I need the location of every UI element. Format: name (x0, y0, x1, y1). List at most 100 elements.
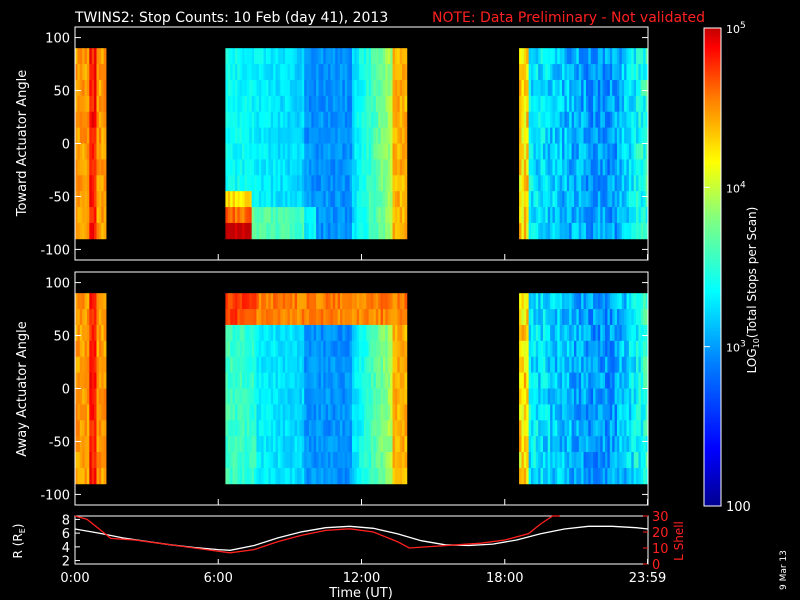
heatmap-cell (399, 127, 403, 144)
heatmap-cell (585, 222, 589, 240)
heatmap-cell (325, 436, 329, 453)
heatmap-cell (621, 404, 625, 421)
heatmap-cell (234, 207, 238, 224)
heatmap-cell (249, 143, 253, 160)
heatmap-cell (351, 191, 355, 208)
heatmap-cell (576, 436, 580, 453)
heatmap-cell (277, 95, 281, 113)
heatmap-cell (366, 143, 370, 160)
heatmap-cell (571, 467, 575, 485)
heatmap-cell (588, 191, 592, 208)
heatmap-cell (394, 467, 398, 485)
heatmap-cell (84, 175, 88, 192)
heatmap-cell (566, 388, 570, 405)
heatmap-cell (335, 388, 339, 405)
heatmap-cell (385, 207, 389, 224)
heatmap-cell (263, 309, 267, 326)
heatmap-cell (75, 356, 78, 374)
heatmap-cell (554, 64, 558, 81)
heatmap-cell (640, 324, 644, 342)
heatmap-cell (297, 404, 300, 421)
heatmap-cell (380, 191, 384, 208)
heatmap-cell (330, 309, 334, 326)
heatmap-cell (313, 372, 317, 389)
heatmap-cell (325, 452, 329, 469)
heatmap-cell (225, 175, 229, 192)
heatmap-cell (366, 452, 370, 469)
heatmap-cell (304, 207, 307, 224)
heatmap-cell (318, 79, 322, 97)
heatmap-cell (392, 436, 396, 453)
heatmap-cell (588, 143, 592, 160)
heatmap-cell (344, 159, 348, 176)
heatmap-cell (621, 64, 625, 81)
heatmap-cell (354, 79, 358, 97)
heatmap-cell (624, 143, 627, 160)
heatmap-cell (342, 191, 346, 208)
heatmap-cell (325, 143, 329, 160)
heatmap-cell (242, 95, 245, 113)
heatmap-cell (609, 48, 613, 65)
heatmap-cell (282, 309, 286, 326)
heatmap-cell (323, 309, 327, 326)
heatmap-cell (96, 356, 100, 374)
heatmap-cell (75, 420, 78, 437)
heatmap-cell (299, 159, 303, 176)
heatmap-cell (366, 127, 370, 144)
heatmap-cell (330, 95, 334, 113)
heatmap-cell (399, 467, 403, 485)
heatmap-cell (569, 207, 572, 224)
heatmap-cell (308, 111, 312, 129)
heatmap-cell (402, 111, 405, 129)
heatmap-cell (101, 143, 105, 160)
heatmap-cell (266, 191, 269, 208)
heatmap-cell (256, 207, 260, 224)
heatmap-cell (616, 64, 620, 81)
heatmap-cell (270, 309, 274, 326)
heatmap-cell (526, 340, 530, 358)
heatmap-cell (280, 79, 284, 97)
heatmap-cell (249, 175, 253, 192)
heatmap-cell (366, 436, 370, 453)
heatmap-cell (392, 309, 396, 326)
heatmap-cell (640, 436, 644, 453)
heatmap-cell (528, 356, 532, 374)
heatmap-cell (538, 324, 541, 342)
heatmap-cell (75, 404, 78, 421)
heatmap-cell (593, 127, 596, 144)
heatmap-cell (354, 159, 358, 176)
heatmap-cell (552, 372, 556, 389)
heatmap-cell (282, 159, 286, 176)
heatmap-cell (337, 293, 341, 310)
heatmap-cell (84, 191, 88, 208)
heatmap-cell (347, 388, 350, 405)
heatmap-cell (585, 309, 589, 326)
heatmap-cell (84, 324, 88, 342)
heatmap-cell (523, 48, 527, 65)
heatmap-cell (356, 64, 360, 81)
heatmap-cell (375, 372, 379, 389)
heatmap-cell (285, 340, 288, 358)
heatmap-cell (585, 372, 589, 389)
heatmap-cell (368, 159, 372, 176)
heatmap-cell (550, 127, 553, 144)
heatmap-cell (79, 64, 83, 81)
heatmap-cell (351, 111, 355, 129)
heatmap-cell (583, 143, 587, 160)
heatmap-cell (256, 191, 260, 208)
heatmap-cell (361, 207, 365, 224)
heatmap-cell (246, 222, 250, 240)
heatmap-cell (86, 452, 90, 469)
heatmap-cell (256, 79, 260, 97)
heatmap-cell (299, 356, 303, 374)
heatmap-cell (624, 175, 627, 192)
heatmap-cell (550, 420, 553, 437)
heatmap-cell (258, 143, 262, 160)
heatmap-cell (595, 64, 599, 81)
heatmap-cell (82, 293, 85, 310)
heatmap-cell (385, 159, 389, 176)
heatmap-cell (581, 222, 584, 240)
heatmap-cell (96, 293, 100, 310)
